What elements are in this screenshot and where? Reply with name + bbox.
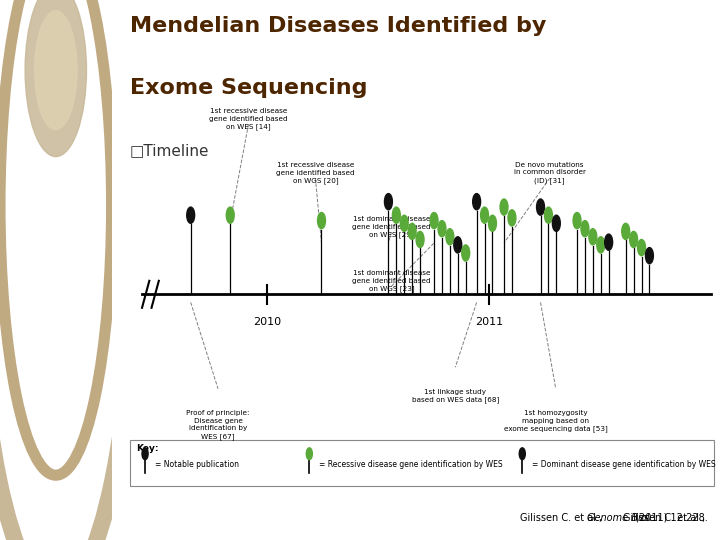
Ellipse shape [454,237,462,253]
Text: 1st recessive disease
gene identified based
on WES [14]: 1st recessive disease gene identified ba… [210,108,288,130]
Ellipse shape [597,237,605,253]
Text: Key:: Key: [136,444,158,454]
Text: Genome Biol.: Genome Biol. [588,512,653,523]
Ellipse shape [392,207,400,224]
Text: (2011) 12:228.: (2011) 12:228. [632,512,708,523]
Text: = Recessive disease gene identification by WES: = Recessive disease gene identification … [319,460,503,469]
Ellipse shape [552,215,560,231]
Ellipse shape [462,245,469,261]
Ellipse shape [536,199,544,215]
Ellipse shape [622,223,630,240]
Ellipse shape [573,212,581,229]
Text: 1st dominant disease
gene identified based
on WGS [23]: 1st dominant disease gene identified bas… [352,270,431,292]
Ellipse shape [638,240,645,256]
Ellipse shape [226,207,234,224]
Ellipse shape [35,11,77,130]
Ellipse shape [508,210,516,226]
Text: 1st recessive disease
gene identified based
on WGS [20]: 1st recessive disease gene identified ba… [276,162,355,184]
Text: Gilissen C. et al.,: Gilissen C. et al., [623,512,708,523]
Text: = Dominant disease gene identification by WES: = Dominant disease gene identification b… [532,460,716,469]
Ellipse shape [645,247,653,264]
Ellipse shape [605,234,613,251]
Ellipse shape [589,229,597,245]
Ellipse shape [416,231,424,247]
Text: Gilissen C. et al.,: Gilissen C. et al., [521,512,606,523]
Ellipse shape [384,194,392,210]
Text: Mendelian Diseases Identified by: Mendelian Diseases Identified by [130,16,546,36]
Ellipse shape [544,207,552,224]
Text: 1st homozygosity
mapping based on
exome sequencing data [53]: 1st homozygosity mapping based on exome … [504,410,608,432]
Text: Exome Sequencing: Exome Sequencing [130,78,367,98]
Text: Proof of principle:
Disease gene
identification by
WES [67]: Proof of principle: Disease gene identif… [186,410,250,440]
Ellipse shape [480,207,488,224]
Text: 2010: 2010 [253,317,281,327]
Ellipse shape [630,231,638,247]
Ellipse shape [142,448,148,460]
Text: De novo mutations
in common disorder
(ID) [31]: De novo mutations in common disorder (ID… [513,162,585,184]
FancyBboxPatch shape [130,440,714,486]
Ellipse shape [519,448,526,460]
Text: 1st linkage study
based on WES data [68]: 1st linkage study based on WES data [68] [412,389,499,403]
Ellipse shape [438,220,446,237]
Text: 2011: 2011 [474,317,503,327]
Text: □Timeline: □Timeline [130,143,210,158]
Ellipse shape [473,194,480,210]
Ellipse shape [186,207,194,224]
Ellipse shape [430,212,438,229]
Ellipse shape [400,215,408,231]
Ellipse shape [306,448,312,460]
Text: 1st dominant disease
gene identified based
on WES [29]: 1st dominant disease gene identified bas… [352,216,431,238]
Ellipse shape [408,223,416,240]
Ellipse shape [488,215,496,231]
Ellipse shape [446,229,454,245]
Ellipse shape [25,0,86,157]
Ellipse shape [500,199,508,215]
Text: = Notable publication: = Notable publication [155,460,239,469]
Ellipse shape [318,212,325,229]
Ellipse shape [581,220,589,237]
